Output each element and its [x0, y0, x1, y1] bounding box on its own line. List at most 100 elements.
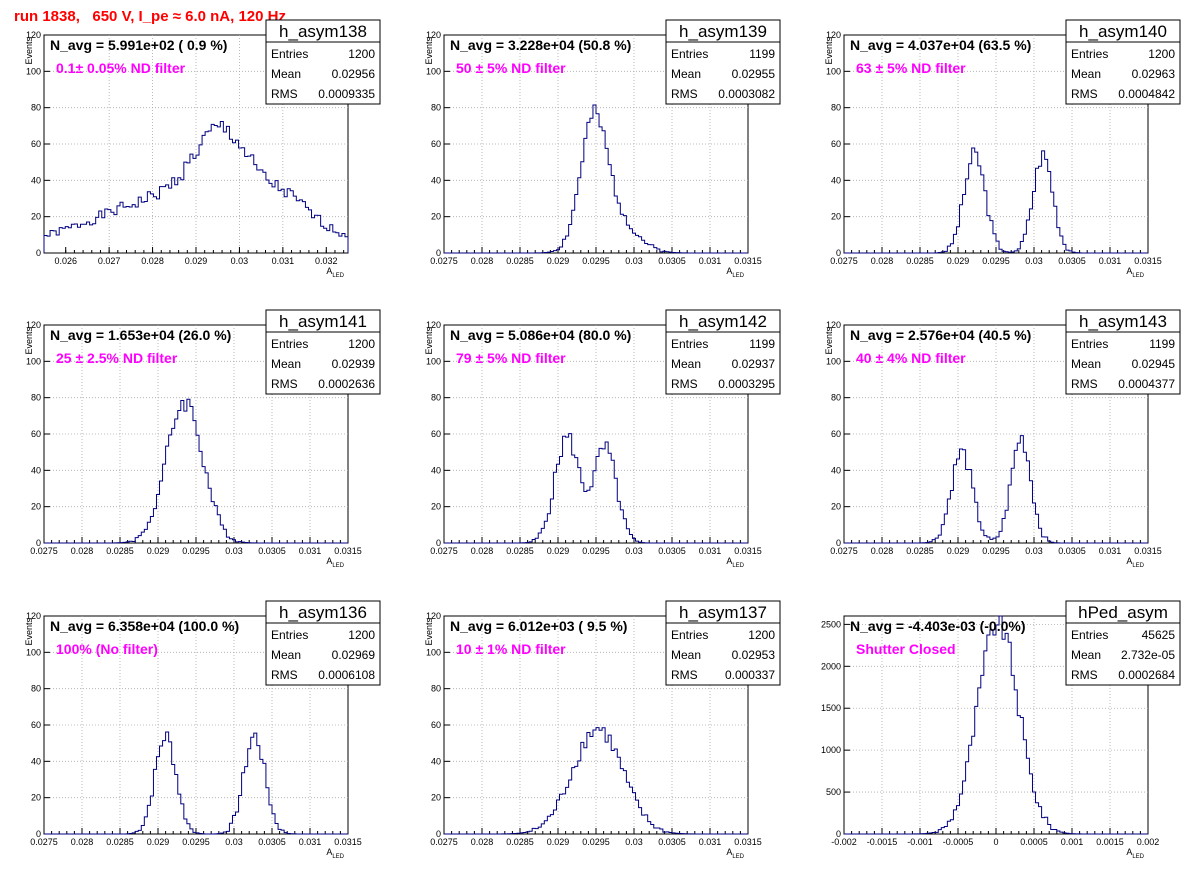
x-tick-label: 0.0305 [658, 837, 686, 847]
x-tick-label: 0.0285 [106, 546, 134, 556]
stat-value: 0.0003295 [718, 377, 775, 391]
histogram-panel-h_asym143: 0.0275 0.028 0.0285 0.029 0.0295 0.03 0.0305 0.… [824, 309, 1181, 569]
x-tick-label: 0.0305 [658, 546, 686, 556]
x-axis-label-sub: LED [1132, 854, 1144, 860]
y-tick-label: 2000 [821, 661, 841, 671]
y-tick-label: 60 [431, 429, 441, 439]
stat-value: 0.02937 [732, 357, 776, 371]
stat-name: RMS [271, 87, 298, 101]
stat-value: 0.0004377 [1118, 377, 1175, 391]
x-tick-label: 0.0285 [506, 546, 534, 556]
x-tick-label: 0.0275 [830, 256, 858, 266]
y-tick-label: 60 [831, 139, 841, 149]
y-axis-label: Events [24, 327, 34, 355]
stats-title: h_asym143 [1079, 312, 1167, 331]
x-tick-label: 0.0315 [1134, 546, 1162, 556]
x-tick-label: 0.0305 [1058, 256, 1086, 266]
x-tick-label: 0.0315 [734, 256, 762, 266]
stat-name: Mean [271, 648, 301, 662]
x-tick-label: 0.028 [71, 546, 94, 556]
y-tick-label: 40 [31, 465, 41, 475]
stat-name: Entries [671, 337, 708, 351]
stats-box [665, 331, 781, 395]
stat-value: 1199 [749, 47, 775, 61]
stats-title: h_asym139 [679, 22, 767, 41]
x-axis-label-sub: LED [1132, 273, 1144, 279]
histogram-line [44, 731, 348, 835]
y-tick-label: 0 [36, 538, 41, 548]
stats-box [665, 41, 781, 105]
y-tick-label: 20 [831, 212, 841, 222]
y-tick-label: 0 [836, 829, 841, 839]
stat-name: RMS [271, 668, 298, 682]
histogram-line [44, 398, 348, 544]
stat-value: 1199 [1149, 337, 1175, 351]
run-title: run 1838, 650 V, I_pe ≈ 6.0 nA, 120 Hz [14, 8, 286, 25]
x-tick-label: 0.0275 [430, 837, 458, 847]
stats-title: h_asym141 [279, 312, 367, 331]
y-axis-label: Events [824, 327, 834, 355]
stat-name: RMS [1071, 668, 1098, 682]
stat-name: Entries [1071, 628, 1108, 642]
filter-label: 0.1± 0.05% ND filter [56, 60, 186, 76]
x-tick-label: 0.031 [299, 546, 322, 556]
navg-label: N_avg = 3.228e+04 (50.8 %) [450, 37, 631, 53]
x-tick-label: 0.0285 [506, 837, 534, 847]
x-axis-label: ALED [726, 556, 744, 569]
stat-name: Mean [671, 67, 701, 81]
y-tick-label: 120 [426, 611, 441, 621]
stat-value: 0.02956 [332, 67, 376, 81]
x-tick-label: 0.029 [947, 546, 970, 556]
stat-value: 0.02963 [1132, 67, 1176, 81]
stats-title: h_asym137 [679, 603, 767, 622]
y-tick-label: 60 [31, 720, 41, 730]
y-tick-label: 0 [436, 248, 441, 258]
stat-value: 1200 [348, 47, 375, 61]
x-tick-label: 0.028 [71, 837, 94, 847]
histogram-panel-h_asym139: 0.0275 0.028 0.0285 0.029 0.0295 0.03 0.0305 0.… [424, 19, 781, 279]
x-axis-label-sub: LED [332, 563, 344, 569]
x-tick-label: 0.0285 [906, 546, 934, 556]
x-tick-label: 0.029 [947, 256, 970, 266]
histogram-line [444, 104, 748, 254]
y-tick-label: 20 [431, 502, 441, 512]
stat-value: 2.732e-05 [1121, 648, 1175, 662]
filter-label: 79 ± 5% ND filter [456, 350, 566, 366]
x-tick-label: 0.03 [1025, 256, 1043, 266]
x-tick-label: 0.0315 [734, 546, 762, 556]
x-tick-label: 0.029 [147, 837, 170, 847]
x-tick-label: 0.0295 [182, 837, 210, 847]
stat-value: 1199 [749, 337, 775, 351]
x-tick-label: 0.0295 [582, 546, 610, 556]
x-tick-label: 0.029 [147, 546, 170, 556]
stats-title: hPed_asym [1078, 603, 1168, 622]
y-tick-label: 0 [436, 538, 441, 548]
filter-label: 63 ± 5% ND filter [856, 60, 966, 76]
x-tick-label: 0.031 [699, 256, 722, 266]
x-tick-label: 0.031 [299, 837, 322, 847]
y-tick-label: 80 [831, 103, 841, 113]
stat-value: 0.0006108 [318, 668, 375, 682]
x-tick-label: 0.0275 [430, 546, 458, 556]
stat-value: 0.0003082 [718, 87, 775, 101]
x-axis-label: ALED [1126, 556, 1144, 569]
stat-name: RMS [1071, 377, 1098, 391]
stats-title: h_asym136 [279, 603, 367, 622]
x-tick-label: 0.0275 [30, 837, 58, 847]
stat-value: 0.02955 [732, 67, 776, 81]
x-tick-label: 0.001 [1061, 837, 1084, 847]
stat-name: Mean [1071, 357, 1101, 371]
x-tick-label: 0.03 [1025, 546, 1043, 556]
y-tick-label: 80 [431, 393, 441, 403]
y-tick-label: 80 [31, 103, 41, 113]
histogram-line [444, 433, 748, 544]
histogram-panel-hPed_asym: -0.002 -0.0015 -0.001 -0.0005 0 0.0005 0.001 0.… [821, 600, 1181, 860]
x-tick-label: -0.002 [831, 837, 857, 847]
y-tick-label: 120 [26, 611, 41, 621]
x-tick-label: 0.03 [625, 837, 643, 847]
x-tick-label: 0.0285 [506, 256, 534, 266]
x-axis-label-sub: LED [332, 854, 344, 860]
y-tick-label: 1500 [821, 703, 841, 713]
x-tick-label: 0.002 [1137, 837, 1160, 847]
